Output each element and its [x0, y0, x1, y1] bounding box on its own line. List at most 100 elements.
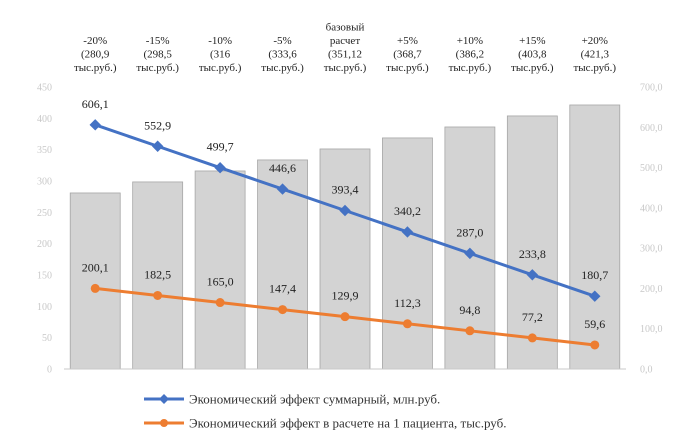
right-tick-label-7: 700,0: [640, 83, 663, 94]
category-label-7-line-2: тыс.руб.): [511, 62, 554, 74]
category-label-6-line-2: тыс.руб.): [449, 62, 492, 74]
left-tick-label-7: 350: [37, 145, 52, 156]
series-0-label-1: 552,9: [144, 118, 171, 132]
data-labels: 606,1 552,9 499,7 446,6 393,4 340,2 287,0 233,8…: [82, 97, 609, 331]
category-label-3-line-0: -5%: [273, 35, 291, 47]
left-tick-label-2: 100: [37, 302, 52, 313]
legend-label-1: Экономический эффект в расчете на 1 паци…: [189, 416, 506, 431]
series-0-point-2: [214, 161, 226, 174]
category-label-4-line-2: (351,12: [328, 49, 362, 61]
series-1-point-8: [590, 340, 600, 350]
series-1-point-1: [153, 290, 163, 300]
category-label-8-line-0: +20%: [582, 35, 608, 47]
right-tick-label-2: 200,0: [640, 284, 663, 295]
series-1-point-0: [90, 283, 100, 293]
category-label-8-line-1: (421,3: [581, 49, 610, 61]
category-label-0-line-2: тыс.руб.): [74, 62, 117, 74]
left-tick-label-3: 150: [37, 271, 52, 282]
series-1-label-3: 147,4: [269, 282, 296, 296]
right-tick-label-0: 0,0: [640, 365, 653, 376]
category-label-8-line-2: тыс.руб.): [573, 62, 616, 74]
category-label-5-line-2: тыс.руб.): [386, 62, 429, 74]
series-1-point-5: [402, 319, 412, 329]
right-tick-label-6: 600,0: [640, 123, 663, 134]
series-0-point-6: [464, 247, 476, 260]
category-label-4-line-0: базовый: [326, 22, 365, 34]
category-label-1-line-1: (298,5: [143, 49, 172, 61]
series-0-label-3: 446,6: [269, 161, 296, 175]
series-lines: [89, 119, 601, 350]
category-label-0-line-0: -20%: [83, 35, 107, 47]
category-label-7-line-0: +15%: [519, 35, 545, 47]
bar-5: [382, 137, 433, 370]
series-1-label-7: 77,2: [522, 310, 543, 324]
bar-0: [69, 192, 121, 370]
category-label-4-line-1: расчет: [330, 35, 360, 47]
right-tick-label-3: 300,0: [640, 244, 663, 255]
series-0-point-4: [339, 204, 351, 217]
category-label-3-line-1: (333,6: [268, 49, 297, 61]
left-tick-label-1: 50: [42, 333, 52, 344]
right-axis: 0,0 100,0 200,0 300,0 400,0 500,0 600,0 700,0: [640, 83, 663, 376]
series-1-point-7: [527, 333, 537, 343]
category-label-0-line-1: (280,9: [81, 49, 110, 61]
category-labels: -20%(280,9тыс.руб.)-15%(298,5тыс.руб.)-1…: [74, 22, 616, 75]
series-0-point-7: [526, 269, 539, 281]
series-1-label-4: 129,9: [332, 289, 359, 303]
category-label-1-line-2: тыс.руб.): [136, 62, 179, 74]
category-label-2-line-2: тыс.руб.): [199, 62, 242, 74]
series-0-point-1: [151, 140, 164, 152]
series-0-label-5: 340,2: [394, 204, 421, 218]
category-label-4-line-3: тыс.руб.): [324, 62, 367, 74]
bar-7: [506, 115, 558, 370]
series-0-label-4: 393,4: [332, 183, 359, 197]
left-tick-label-5: 250: [37, 208, 52, 219]
left-tick-label-9: 450: [37, 83, 52, 94]
series-1-label-8: 59,6: [584, 317, 605, 331]
bar-4: [319, 148, 371, 370]
series-0-point-8: [589, 290, 601, 302]
category-label-6-line-0: +10%: [457, 35, 483, 47]
left-axis: 0 50 100 150 200 250 300 350 400 450: [37, 83, 52, 376]
legend-swatch-marker-1: [160, 419, 168, 427]
category-label-3-line-2: тыс.руб.): [261, 62, 304, 74]
category-label-5-line-0: +5%: [397, 35, 418, 47]
category-label-5-line-1: (368,7: [393, 49, 422, 61]
series-1-point-6: [465, 326, 475, 336]
category-label-6-line-1: (386,2: [456, 49, 484, 61]
series-1-point-2: [215, 298, 225, 308]
series-1-label-5: 112,3: [394, 296, 421, 310]
series-1-point-3: [278, 305, 288, 315]
series-0-label-6: 287,0: [456, 225, 483, 239]
series-0-point-0: [89, 119, 101, 131]
left-tick-label-4: 200: [37, 239, 52, 250]
series-0-point-3: [276, 183, 289, 195]
left-tick-label-8: 400: [37, 114, 52, 125]
left-tick-label-0: 0: [47, 365, 52, 376]
series-1-label-2: 165,0: [207, 275, 234, 289]
right-tick-label-1: 100,0: [640, 324, 663, 335]
category-label-7-line-1: (403,8: [518, 49, 547, 61]
series-0-label-7: 233,8: [519, 247, 546, 261]
legend-label-0: Экономический эффект суммарный, млн.руб.: [189, 392, 440, 407]
series-0-point-5: [401, 226, 414, 238]
legend-swatch-marker-0: [159, 394, 169, 404]
bar-1: [132, 181, 184, 370]
legend: Экономический эффект суммарный, млн.руб.…: [144, 392, 506, 431]
category-label-2-line-1: (316: [210, 49, 231, 61]
series-0-label-2: 499,7: [207, 140, 234, 154]
right-tick-label-4: 400,0: [640, 203, 663, 214]
category-label-2-line-0: -10%: [208, 35, 232, 47]
left-tick-label-6: 300: [37, 177, 52, 188]
category-label-1-line-0: -15%: [146, 35, 170, 47]
series-1-label-0: 200,1: [82, 260, 109, 274]
bar-2: [194, 170, 246, 370]
right-tick-label-5: 500,0: [640, 163, 663, 174]
series-1-label-1: 182,5: [144, 267, 171, 281]
series-1-label-6: 94,8: [459, 303, 480, 317]
series-1-point-4: [340, 312, 350, 322]
series-0-label-0: 606,1: [82, 97, 109, 111]
series-0-label-8: 180,7: [581, 268, 608, 282]
bar-8: [569, 104, 621, 370]
